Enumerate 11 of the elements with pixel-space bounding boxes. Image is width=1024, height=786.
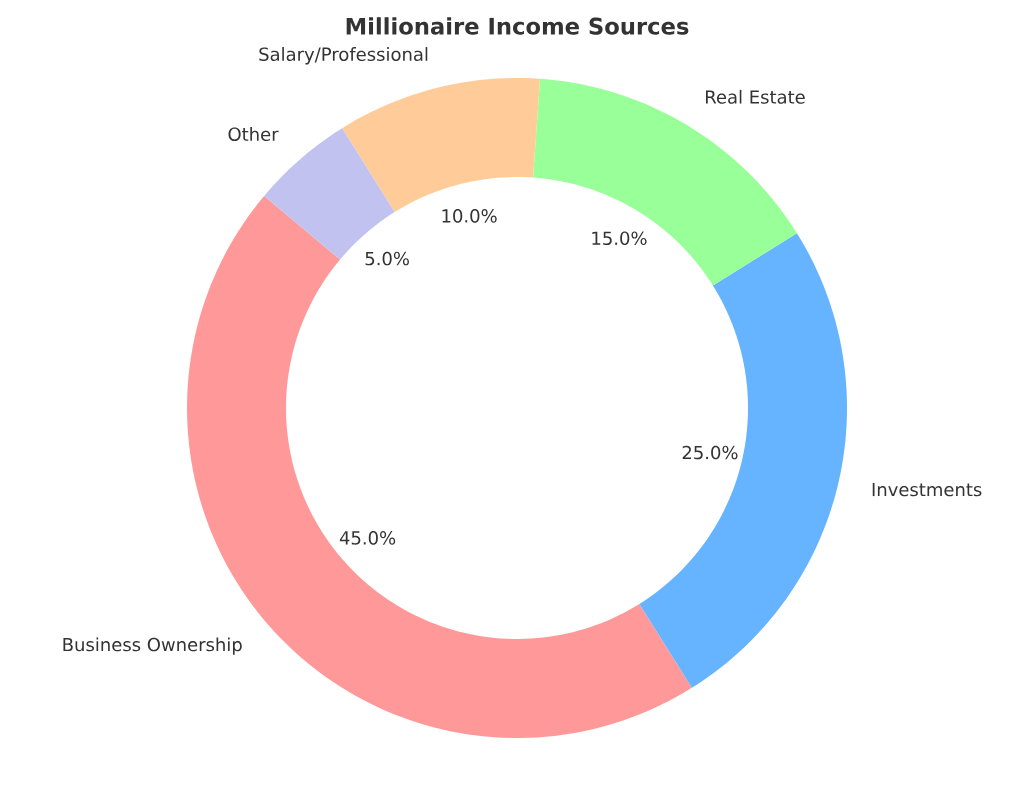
slice-label: Business Ownership	[63, 637, 242, 655]
slice-label: Investments	[872, 482, 982, 497]
data-label: 15.0%	[592, 231, 647, 246]
slice-label: Real Estate	[706, 89, 805, 104]
slice-label: Other	[228, 127, 279, 141]
slice-label: Salary/Professional	[259, 47, 428, 65]
data-label: 5.0%	[365, 251, 409, 266]
data-label: 10.0%	[442, 209, 497, 223]
chart-title: Millionaire Income Sources	[346, 17, 689, 35]
data-label: 25.0%	[682, 445, 738, 460]
data-label: 45.0%	[339, 531, 396, 545]
